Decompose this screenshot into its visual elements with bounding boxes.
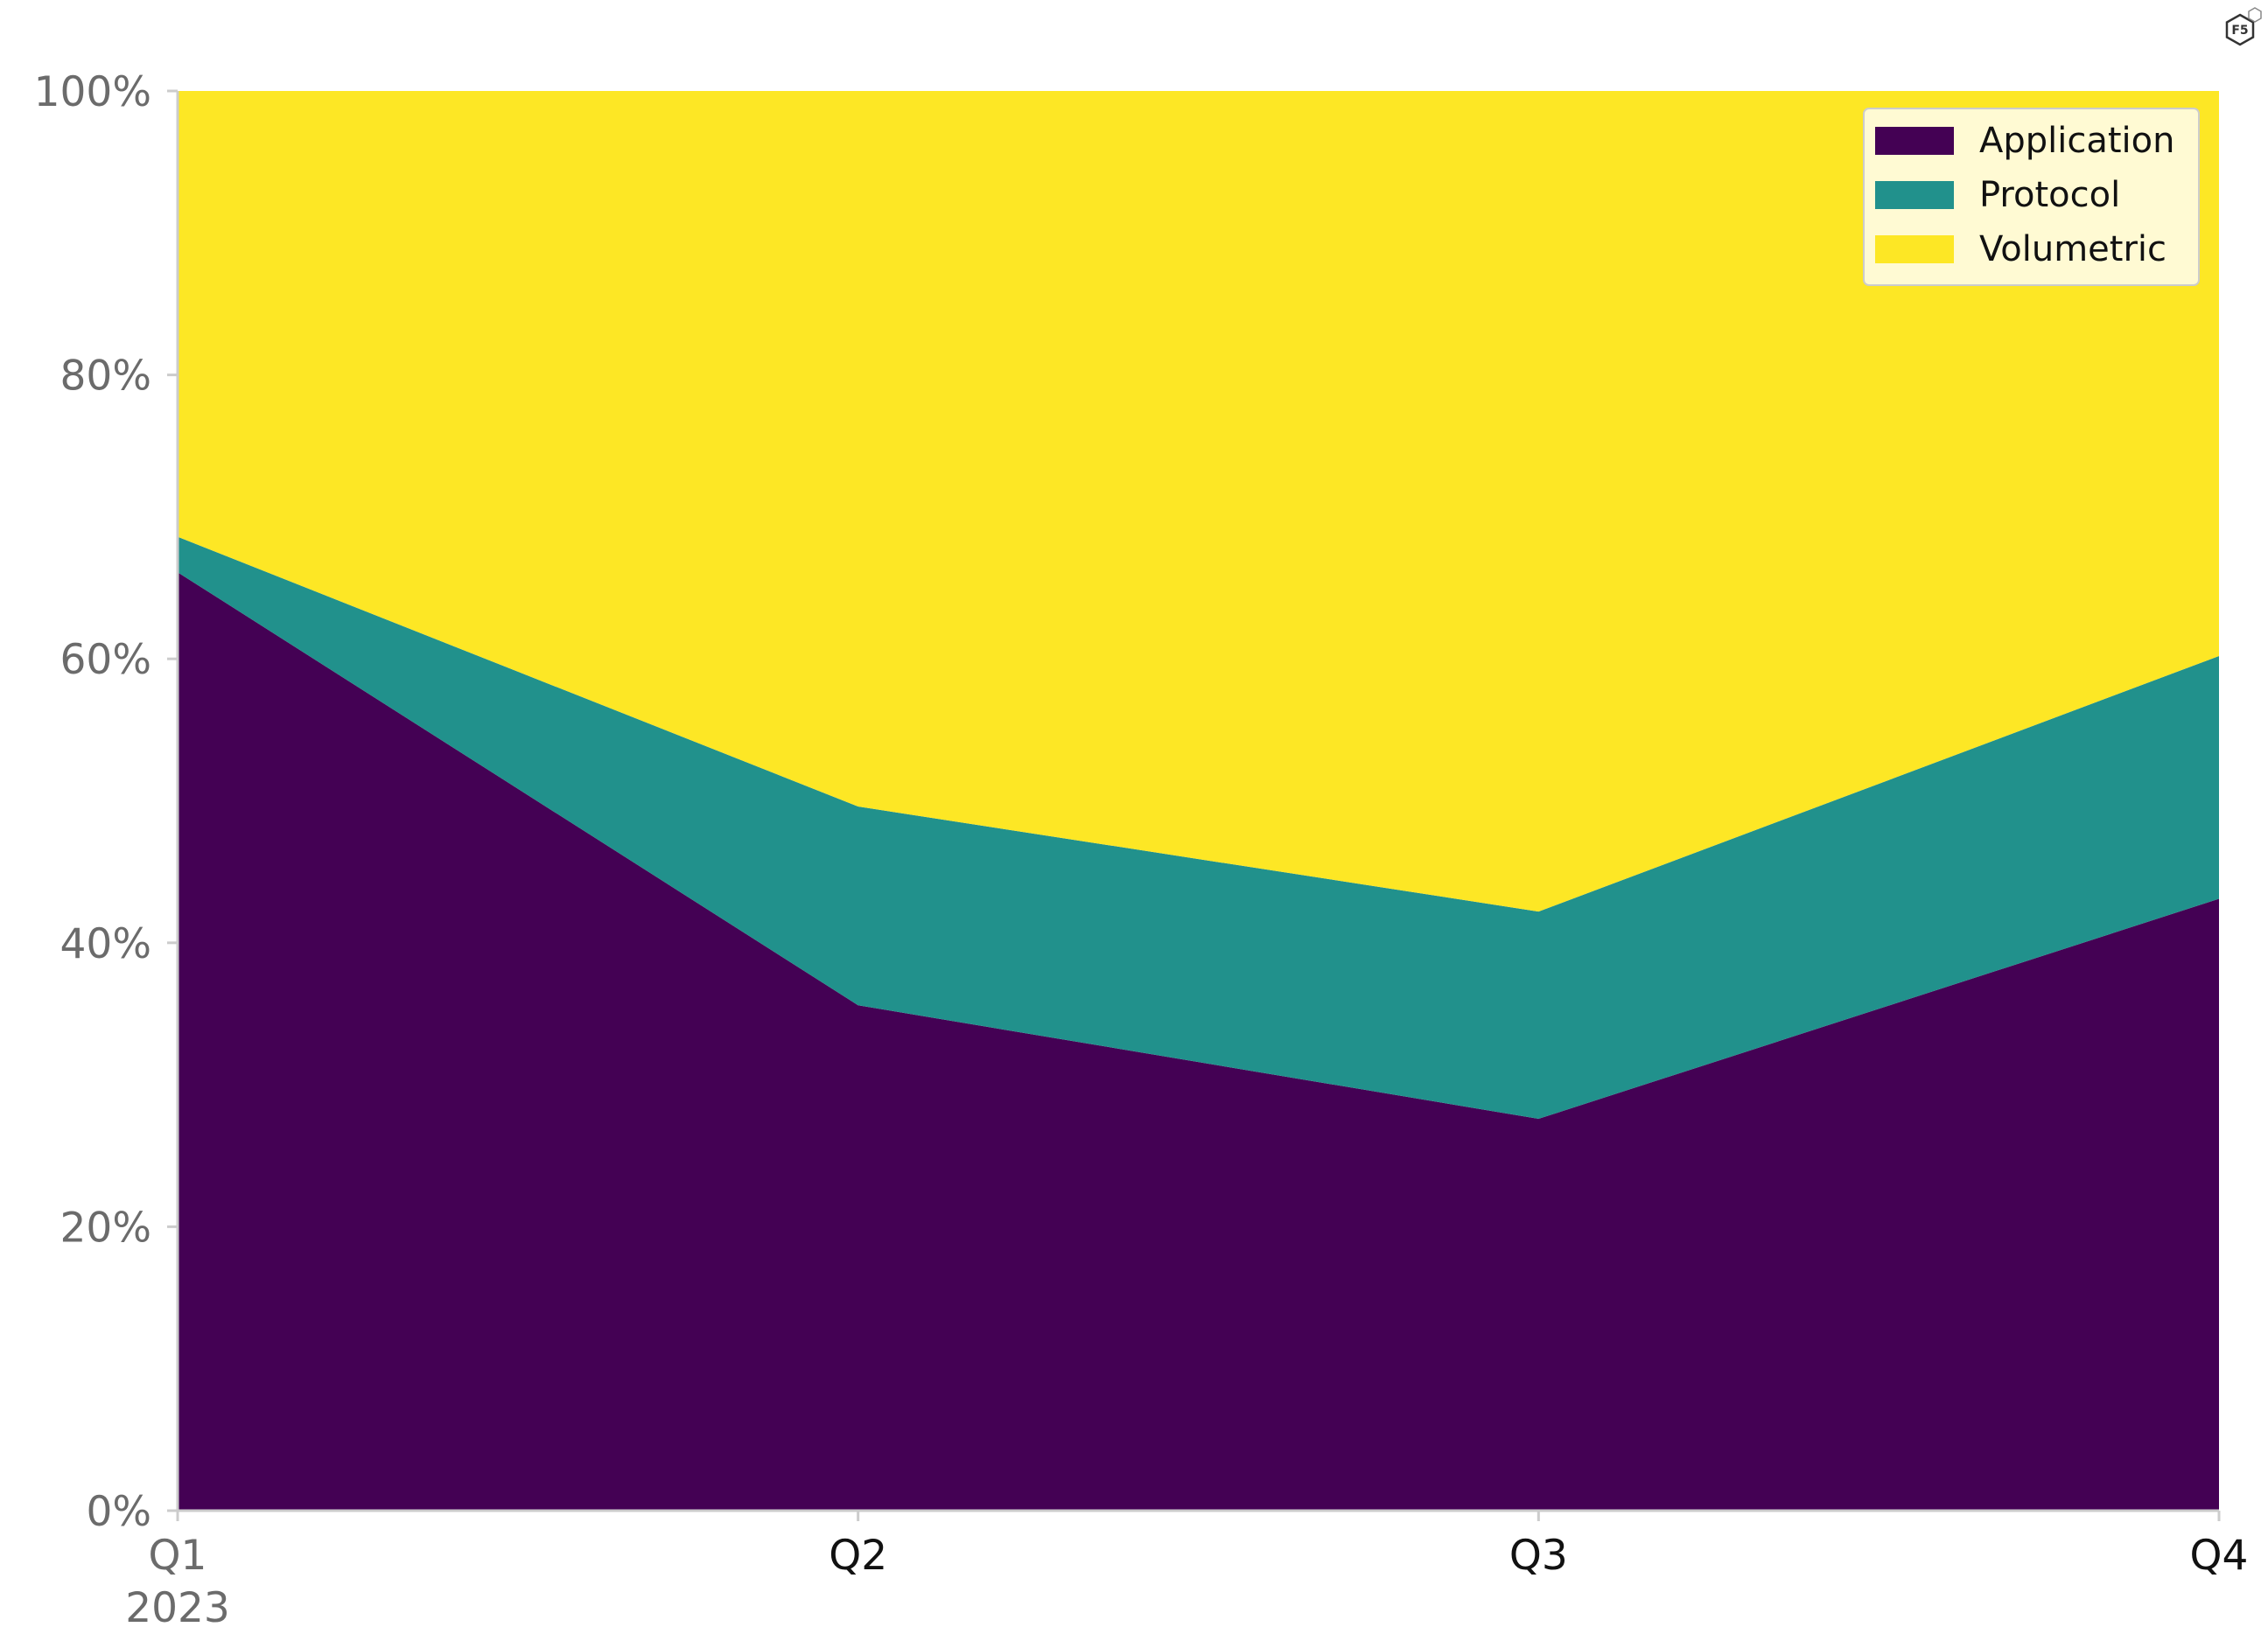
y-tick-label: 60% (60, 636, 151, 684)
logo-small-hexagon-icon (2248, 7, 2262, 23)
x-ticks: Q1 Q2 Q3 Q4 (149, 1511, 2249, 1580)
legend-swatch-application (1875, 127, 1954, 155)
x-tick-label: Q4 (2190, 1532, 2249, 1580)
area-application (178, 572, 2219, 1511)
y-tick-label: 0% (86, 1488, 151, 1536)
legend-label-volumetric: Volumetric (1979, 229, 2166, 269)
legend-label-application: Application (1979, 121, 2175, 161)
f5-logo: F5 (2225, 7, 2262, 46)
y-tick-label: 40% (60, 920, 151, 968)
logo-text: F5 (2231, 24, 2248, 38)
y-tick-label: 100% (34, 68, 151, 116)
area-volumetric (178, 91, 2219, 912)
x-tick-sublabel: 2023 (125, 1584, 230, 1632)
area-protocol (178, 536, 2219, 1120)
x-tick-label: Q3 (1509, 1532, 1568, 1580)
legend-swatch-protocol (1875, 181, 1954, 209)
logo-hexagon-icon (2225, 13, 2255, 46)
y-tick-label: 80% (60, 353, 151, 401)
legend-swatch-volumetric (1875, 235, 1954, 263)
y-ticks: 0% 20% 40% 60% 80% 100% (34, 68, 178, 1536)
x-tick-label: Q1 (149, 1532, 207, 1580)
stacked-areas (178, 91, 2219, 1511)
y-tick-label: 20% (60, 1204, 151, 1252)
legend-label-protocol: Protocol (1979, 175, 2120, 215)
x-tick-label: Q2 (829, 1532, 887, 1580)
axes (176, 91, 2219, 1512)
legend: Application Protocol Volumetric (1863, 108, 2200, 286)
